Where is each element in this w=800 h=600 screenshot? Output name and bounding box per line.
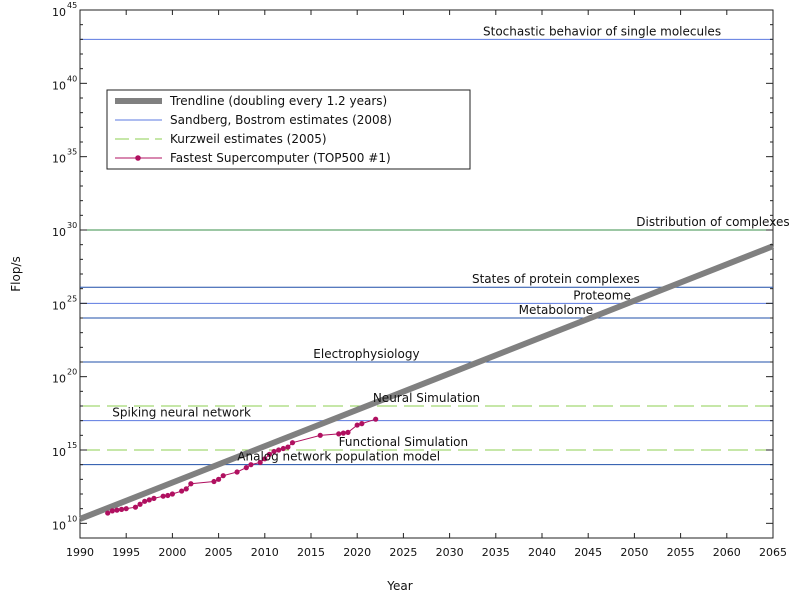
- y-axis-label: Flop/s: [9, 256, 23, 292]
- legend-label-supercomputer: Fastest Supercomputer (TOP500 #1): [170, 151, 391, 165]
- supercomputer-point: [354, 422, 360, 428]
- supercomputer-point: [345, 429, 351, 435]
- supercomputer-point: [220, 473, 226, 479]
- supercomputer-point: [359, 421, 365, 427]
- supercomputer-point: [262, 456, 268, 462]
- y-tick-label: 10: [52, 6, 66, 19]
- ref-label-states-of-protein-complexes: States of protein complexes: [472, 272, 640, 286]
- supercomputer-point: [285, 444, 291, 450]
- supercomputer-point: [266, 451, 273, 457]
- x-tick-label: 2020: [343, 546, 371, 559]
- x-tick-label: 2015: [297, 546, 325, 559]
- y-tick-exponent: 35: [67, 148, 77, 157]
- x-axis-label: Year: [386, 579, 412, 593]
- supercomputer-point: [216, 476, 222, 482]
- legend-label-sandberg: Sandberg, Bostrom estimates (2008): [170, 113, 392, 127]
- supercomputer-point: [271, 448, 277, 455]
- supercomputer-point: [105, 510, 111, 516]
- x-tick-label: 2035: [482, 546, 510, 559]
- x-tick-label: 2040: [528, 546, 556, 559]
- x-axis-ticks: 1990 1995 2000 2005 2010 2015 2020 2025 2030 2035…: [66, 10, 787, 559]
- x-tick-label: 2050: [620, 546, 648, 559]
- supercomputer-point: [165, 492, 171, 499]
- trendline-group: [78, 243, 775, 522]
- ref-label-metabolome: Metabolome: [519, 303, 594, 317]
- supercomputer-point: [169, 491, 175, 497]
- supercomputer-point: [336, 431, 342, 437]
- ref-label-spiking-neural-network: Spiking neural network: [112, 406, 251, 420]
- legend-label-kurzweil: Kurzweil estimates (2005): [170, 132, 327, 146]
- x-tick-label: 2005: [205, 546, 233, 559]
- legend-box: [106, 89, 471, 170]
- ref-label-functional-simulation: Functional Simulation: [339, 435, 468, 449]
- supercomputer-point: [151, 495, 157, 501]
- y-tick-exponent: 15: [67, 441, 77, 450]
- y-tick-label: 10: [52, 373, 66, 386]
- supercomputer-point: [373, 416, 379, 422]
- legend-label-trendline: Trendline (doubling every 1.2 years): [169, 94, 387, 108]
- x-tick-label: 2010: [251, 546, 279, 559]
- supercomputer-point: [109, 508, 115, 514]
- x-tick-label: 2025: [389, 546, 417, 559]
- supercomputer-series: [105, 416, 379, 516]
- supercomputer-point: [340, 430, 346, 436]
- supercomputer-point: [114, 507, 120, 513]
- x-tick-label: 2000: [158, 546, 186, 559]
- y-tick-label: 10: [52, 446, 66, 459]
- supercomputer-point: [132, 504, 139, 510]
- supercomputer-point: [123, 506, 129, 512]
- supercomputer-point: [137, 501, 143, 507]
- y-tick-label: 10: [52, 519, 66, 532]
- x-tick-label: 2055: [667, 546, 695, 559]
- legend-swatch-supercomputer-marker: [135, 155, 141, 161]
- supercomputer-point: [118, 506, 125, 512]
- x-tick-label: 2060: [713, 546, 741, 559]
- y-tick-exponent: 40: [67, 74, 77, 83]
- y-tick-exponent: 45: [67, 1, 77, 10]
- supercomputer-point: [280, 445, 286, 452]
- ref-label-stochastic-behavior-of-single-molecules: Stochastic behavior of single molecules: [483, 24, 721, 38]
- supercomputer-point: [248, 462, 254, 468]
- supercomputer-point: [276, 447, 282, 453]
- x-tick-label: 2065: [759, 546, 787, 559]
- ref-label-neural-simulation: Neural Simulation: [373, 391, 480, 405]
- ref-label-analog-network-population-model: Analog network population model: [237, 450, 440, 464]
- x-tick-label: 1995: [112, 546, 140, 559]
- supercomputer-point: [146, 497, 152, 503]
- legend: Trendline (doubling every 1.2 years) San…: [106, 89, 471, 170]
- trendline: [78, 243, 775, 522]
- y-tick-exponent: 20: [67, 368, 77, 377]
- supercomputer-point: [211, 478, 217, 485]
- y-tick-exponent: 30: [67, 221, 77, 230]
- supercomputer-point: [317, 432, 323, 438]
- supercomputer-point: [289, 440, 296, 446]
- x-tick-label: 2045: [574, 546, 602, 559]
- supercomputer-point: [257, 459, 263, 466]
- y-tick-label: 10: [52, 226, 66, 239]
- supercomputer-point: [142, 498, 148, 504]
- y-tick-label: 10: [52, 153, 66, 166]
- supercomputer-point: [188, 481, 194, 487]
- supercomputer-point: [179, 488, 185, 494]
- supercomputer-point: [243, 465, 249, 471]
- ref-label-electrophysiology: Electrophysiology: [313, 347, 419, 361]
- y-tick-label: 10: [52, 79, 66, 92]
- supercomputer-point: [234, 469, 240, 475]
- reference-lines: [80, 38, 773, 466]
- reference-labels: Stochastic behavior of single molecules D…: [112, 24, 789, 463]
- ref-label-proteome: Proteome: [573, 288, 631, 302]
- y-tick-label: 10: [52, 299, 66, 312]
- x-tick-label: 2030: [436, 546, 464, 559]
- supercomputer-point: [160, 493, 166, 499]
- y-tick-exponent: 10: [67, 514, 77, 523]
- supercomputer-point: [183, 486, 189, 492]
- y-tick-exponent: 25: [67, 294, 77, 303]
- x-tick-label: 1990: [66, 546, 94, 559]
- ref-label-distribution-of-complexes: Distribution of complexes: [636, 215, 789, 229]
